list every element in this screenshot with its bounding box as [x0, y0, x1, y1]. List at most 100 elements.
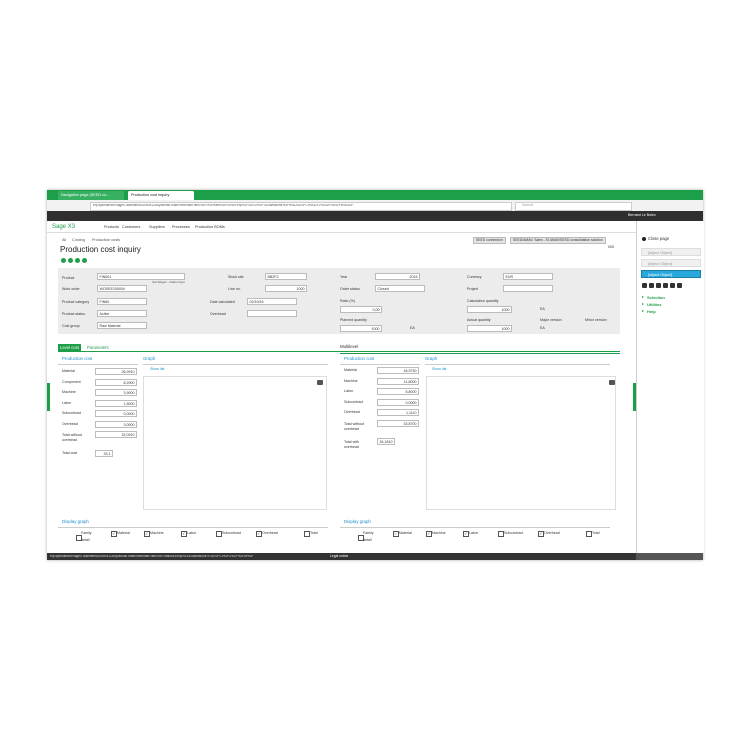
cost-label: Overhead: [62, 422, 78, 426]
field-input[interactable]: WOSEE150004: [97, 285, 147, 292]
checkbox[interactable]: ✓: [393, 531, 399, 537]
breadcrumb-item[interactable]: Costing: [72, 238, 85, 242]
field-label: Line no.: [228, 287, 241, 291]
legal-notice[interactable]: Legal notice: [330, 553, 349, 558]
field-input[interactable]: Raw Material: [97, 322, 147, 329]
url-field[interactable]: [90, 202, 512, 211]
check-mark: ✓: [112, 531, 116, 536]
search-field[interactable]: [515, 202, 632, 211]
checkbox[interactable]: [76, 535, 82, 541]
cost-label: Machine: [344, 379, 358, 383]
checkbox[interactable]: [498, 531, 504, 537]
field-input[interactable]: EUR: [503, 273, 553, 280]
breadcrumb-item[interactable]: All: [62, 238, 67, 242]
sidebar-link[interactable]: Selection: [647, 294, 665, 300]
toolbar-icon[interactable]: [656, 283, 661, 288]
folder-button[interactable]: SEED connection: [473, 237, 506, 245]
check-mark: ✓: [394, 531, 398, 536]
sidebar-link[interactable]: Help: [647, 308, 656, 314]
sidebar-link[interactable]: Utilities: [647, 301, 662, 307]
breadcrumb-item[interactable]: Production costs: [92, 238, 121, 242]
browser-tab[interactable]: Production cost inquiry: [128, 191, 194, 200]
show-list[interactable]: Show list: [432, 367, 447, 371]
checkbox[interactable]: [216, 531, 222, 537]
field-input[interactable]: 2015: [375, 273, 420, 280]
toolbar-icon[interactable]: [649, 283, 654, 288]
field-label: Product category: [62, 300, 90, 304]
company-button[interactable]: SEED/AMAV: Sales - SI AMAV/SEED consolid…: [510, 237, 606, 245]
field-input[interactable]: 02/19/16: [247, 298, 297, 305]
close-page[interactable]: Close page: [648, 236, 670, 241]
cost-value: 5,8000: [377, 388, 419, 395]
right-handle[interactable]: [633, 383, 636, 411]
nav-item[interactable]: Production BOMs: [195, 225, 225, 229]
status-icon[interactable]: [75, 258, 80, 263]
field-unit: EA: [540, 326, 545, 330]
nav-item[interactable]: Customers: [122, 225, 141, 229]
checkbox[interactable]: [358, 535, 364, 541]
graph-title: Graph: [425, 356, 438, 361]
cost-label: Labor: [344, 389, 354, 393]
field-input[interactable]: [247, 310, 297, 317]
field-label: Currency: [467, 275, 482, 279]
status-icon[interactable]: [61, 258, 66, 263]
field-label: Planned quantity: [340, 318, 367, 322]
options-title: Display graph: [62, 519, 89, 524]
nav-item[interactable]: Suppliers: [149, 225, 165, 229]
nav-item[interactable]: Processes: [172, 225, 190, 229]
field-input[interactable]: 1000: [265, 285, 307, 292]
checkbox[interactable]: ✓: [538, 531, 544, 537]
panel-title: Production cost: [62, 356, 93, 361]
field-description: Nat Wagon - Radio Flyer: [152, 280, 185, 284]
nav-item[interactable]: Products: [104, 225, 119, 229]
field-input[interactable]: FIN50: [97, 298, 147, 305]
cost-value: 0,0000: [377, 399, 419, 406]
show-list[interactable]: Show list: [150, 367, 165, 371]
option-label: Total: [592, 530, 600, 535]
status-icon[interactable]: [68, 258, 73, 263]
field-label: Minor version: [585, 318, 607, 322]
checkbox[interactable]: ✓: [144, 531, 150, 537]
field-input[interactable]: 1000: [467, 325, 512, 332]
option-label: Overhead: [544, 530, 560, 535]
graph-menu[interactable]: [317, 380, 323, 385]
field-input[interactable]: FIN001: [97, 273, 185, 280]
cost-value: 0,0000: [95, 410, 137, 417]
tab[interactable]: Parameters: [85, 344, 111, 352]
field-input[interactable]: [503, 285, 553, 292]
checkbox[interactable]: [586, 531, 592, 537]
checkbox[interactable]: [304, 531, 310, 537]
graph-frame: [426, 376, 616, 510]
toolbar-icon[interactable]: [663, 283, 668, 288]
graph-menu[interactable]: [609, 380, 615, 385]
field-input[interactable]: Closed: [375, 285, 425, 292]
nav-bar: [47, 221, 636, 233]
checkbox[interactable]: ✓: [256, 531, 262, 537]
action-button[interactable]: [object Object]: [641, 270, 701, 278]
cost-value: 1,5000: [95, 400, 137, 407]
status-icon[interactable]: [82, 258, 87, 263]
field-input[interactable]: BB2F2: [265, 273, 307, 280]
toolbar-icon[interactable]: [670, 283, 675, 288]
field-input[interactable]: 0,00: [340, 306, 382, 313]
tab[interactable]: Level cost: [58, 344, 81, 352]
close-icon[interactable]: [642, 237, 646, 241]
checkbox[interactable]: ✓: [111, 531, 117, 537]
field-input[interactable]: 1000: [340, 325, 382, 332]
browser-tab[interactable]: Navigation page (SEED co...: [58, 191, 124, 200]
user-name: Bernard Le Bolec: [628, 213, 656, 217]
cost-value: 11,8000: [377, 378, 419, 385]
field-input[interactable]: Active: [97, 310, 147, 317]
checkbox[interactable]: ✓: [463, 531, 469, 537]
status-bar-end: [636, 553, 703, 560]
checkbox[interactable]: ✓: [426, 531, 432, 537]
left-handle[interactable]: [47, 383, 50, 411]
field-label: Product status: [62, 312, 85, 316]
option-label: Subcontract: [222, 530, 242, 535]
field-label: Calculation quantity: [467, 299, 499, 303]
toolbar-icon[interactable]: [642, 283, 647, 288]
checkbox[interactable]: ✓: [181, 531, 187, 537]
field-input[interactable]: 1000: [467, 306, 512, 313]
toolbar-icon[interactable]: [677, 283, 682, 288]
cost-value: 33,1: [95, 450, 113, 457]
